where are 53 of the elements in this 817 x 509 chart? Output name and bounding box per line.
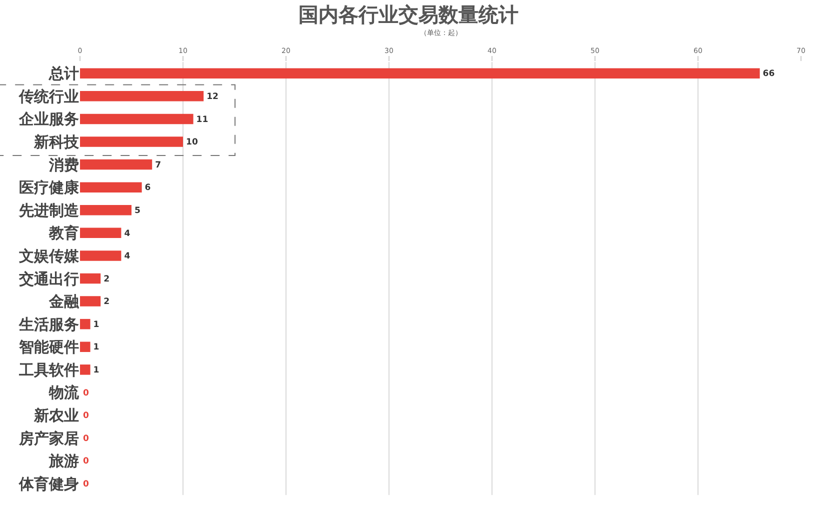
y-tick-label: 企业服务 (18, 110, 79, 128)
data-label: 66 (762, 69, 775, 80)
y-tick-label: 文娱传媒 (18, 246, 80, 265)
y-tick-label: 先进制造 (18, 201, 80, 220)
data-label: 5 (134, 206, 140, 216)
bar (80, 364, 90, 375)
data-label: 1 (93, 366, 100, 376)
data-label: 0 (83, 456, 90, 467)
data-label: 0 (83, 388, 89, 398)
bar (80, 68, 760, 79)
y-tick-label: 房产家居 (18, 429, 79, 448)
data-label: 10 (186, 138, 198, 148)
bar (80, 182, 142, 192)
y-tick-label: 总计 (48, 64, 79, 83)
y-tick-label: 交通出行 (18, 270, 79, 288)
y-tick-label: 医疗健康 (19, 178, 80, 197)
y-tick-label: 智能硬件 (18, 338, 79, 356)
bar (80, 114, 194, 124)
bar (80, 296, 101, 306)
data-label: 2 (104, 297, 110, 308)
data-label: 1 (93, 320, 100, 330)
y-tick-label: 物流 (48, 384, 80, 402)
bar (80, 205, 132, 216)
y-tick-label: 工具软件 (18, 360, 79, 379)
y-tick-label: 传统行业 (18, 87, 79, 106)
data-label: 0 (83, 411, 90, 422)
y-tick-label: 旅游 (48, 452, 79, 470)
y-tick-label: 体育健身 (18, 474, 79, 493)
bar (80, 273, 101, 284)
y-tick-label: 消费 (48, 156, 79, 174)
bar (80, 91, 204, 102)
data-label: 1 (93, 342, 100, 353)
bar (80, 136, 183, 147)
y-tick-label: 金融 (48, 292, 80, 311)
data-label: 4 (124, 252, 130, 262)
data-label: 2 (104, 274, 110, 284)
y-tick-label: 新农业 (33, 406, 79, 424)
data-label: 6 (144, 183, 151, 194)
data-label: 0 (83, 479, 90, 490)
bar (80, 318, 90, 330)
y-tick-label: 新科技 (33, 133, 80, 152)
bar (80, 159, 152, 170)
bar (80, 342, 90, 352)
y-tick-label: 生活服务 (18, 315, 79, 334)
data-label: 11 (196, 114, 208, 125)
data-label: 7 (155, 160, 162, 170)
data-label: 12 (206, 92, 219, 102)
data-label: 4 (124, 228, 130, 239)
bar (80, 250, 122, 261)
data-label: 0 (83, 434, 90, 444)
y-tick-label: 教育 (48, 224, 79, 242)
chart-title: 国内各行业交易数量统计 (298, 2, 518, 27)
bar (80, 228, 122, 238)
